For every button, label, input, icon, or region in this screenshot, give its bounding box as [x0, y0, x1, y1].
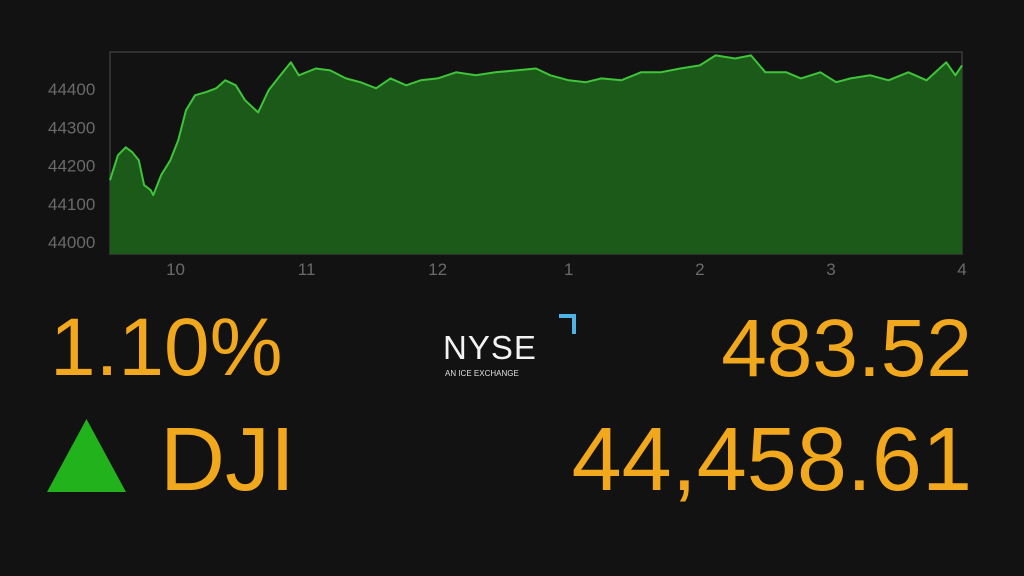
x-tick-label: 1 [564, 260, 573, 279]
x-tick-label: 3 [826, 260, 835, 279]
y-tick-label: 44100 [48, 195, 95, 214]
percent-change: 1.10% [50, 302, 283, 393]
price: 44,458.61 [572, 410, 972, 510]
x-tick-label: 11 [298, 260, 316, 279]
symbol: DJI [160, 410, 295, 510]
up-arrow [47, 419, 126, 492]
area-fill [110, 55, 962, 255]
area-line [109, 54, 963, 197]
y-tick-label: 44400 [48, 80, 95, 99]
x-tick-label: 2 [695, 260, 704, 279]
logo-corner [559, 314, 576, 334]
logo-name: NYSE [443, 329, 537, 366]
y-tick-label: 44000 [48, 233, 95, 252]
y-tick-label: 44200 [48, 157, 95, 176]
nyse-logo: NYSE AN ICE EXCHANGE [443, 314, 576, 378]
x-tick-label: 4 [957, 260, 966, 279]
y-tick-label: 44300 [48, 118, 95, 137]
point-change: 483.52 [721, 303, 972, 394]
x-tick-label: 10 [166, 260, 185, 279]
x-tick-label: 12 [428, 260, 447, 279]
logo-tagline: AN ICE EXCHANGE [445, 369, 519, 378]
